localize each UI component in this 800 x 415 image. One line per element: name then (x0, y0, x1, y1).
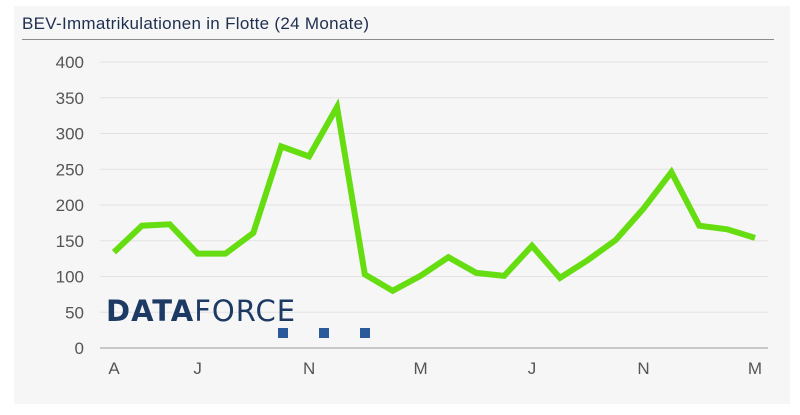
y-tick-label: 350 (56, 89, 84, 108)
y-tick-label: 400 (56, 53, 84, 72)
x-tick-label: J (193, 359, 202, 378)
y-tick-label: 300 (56, 125, 84, 144)
y-axis: 0 50 100 150 200 250 300 350 400 (56, 53, 84, 358)
dataforce-logo: DATAFORCE (106, 297, 296, 326)
x-tick-label: N (303, 359, 315, 378)
gridlines (100, 61, 768, 313)
logo-square (319, 328, 329, 338)
y-tick-label: 200 (56, 196, 84, 215)
logo-text-data: DATA (106, 294, 195, 328)
title-divider (22, 39, 774, 40)
series-layer (111, 98, 756, 295)
x-tick-label: M (748, 359, 762, 378)
y-tick-label: 250 (56, 160, 84, 179)
series-line (111, 98, 756, 295)
x-tick-label: J (528, 359, 537, 378)
x-tick-label: M (413, 359, 427, 378)
y-tick-label: 50 (65, 303, 84, 322)
y-tick-label: 0 (75, 339, 84, 358)
x-tick-label: N (637, 359, 649, 378)
x-tick-label: A (108, 359, 120, 378)
logo-text-force: FORCE (194, 294, 297, 328)
chart-title: BEV-Immatrikulationen in Flotte (24 Mona… (22, 14, 370, 33)
y-tick-label: 150 (56, 232, 84, 251)
logo-square (278, 328, 288, 338)
y-tick-label: 100 (56, 268, 84, 287)
logo-square (360, 328, 370, 338)
